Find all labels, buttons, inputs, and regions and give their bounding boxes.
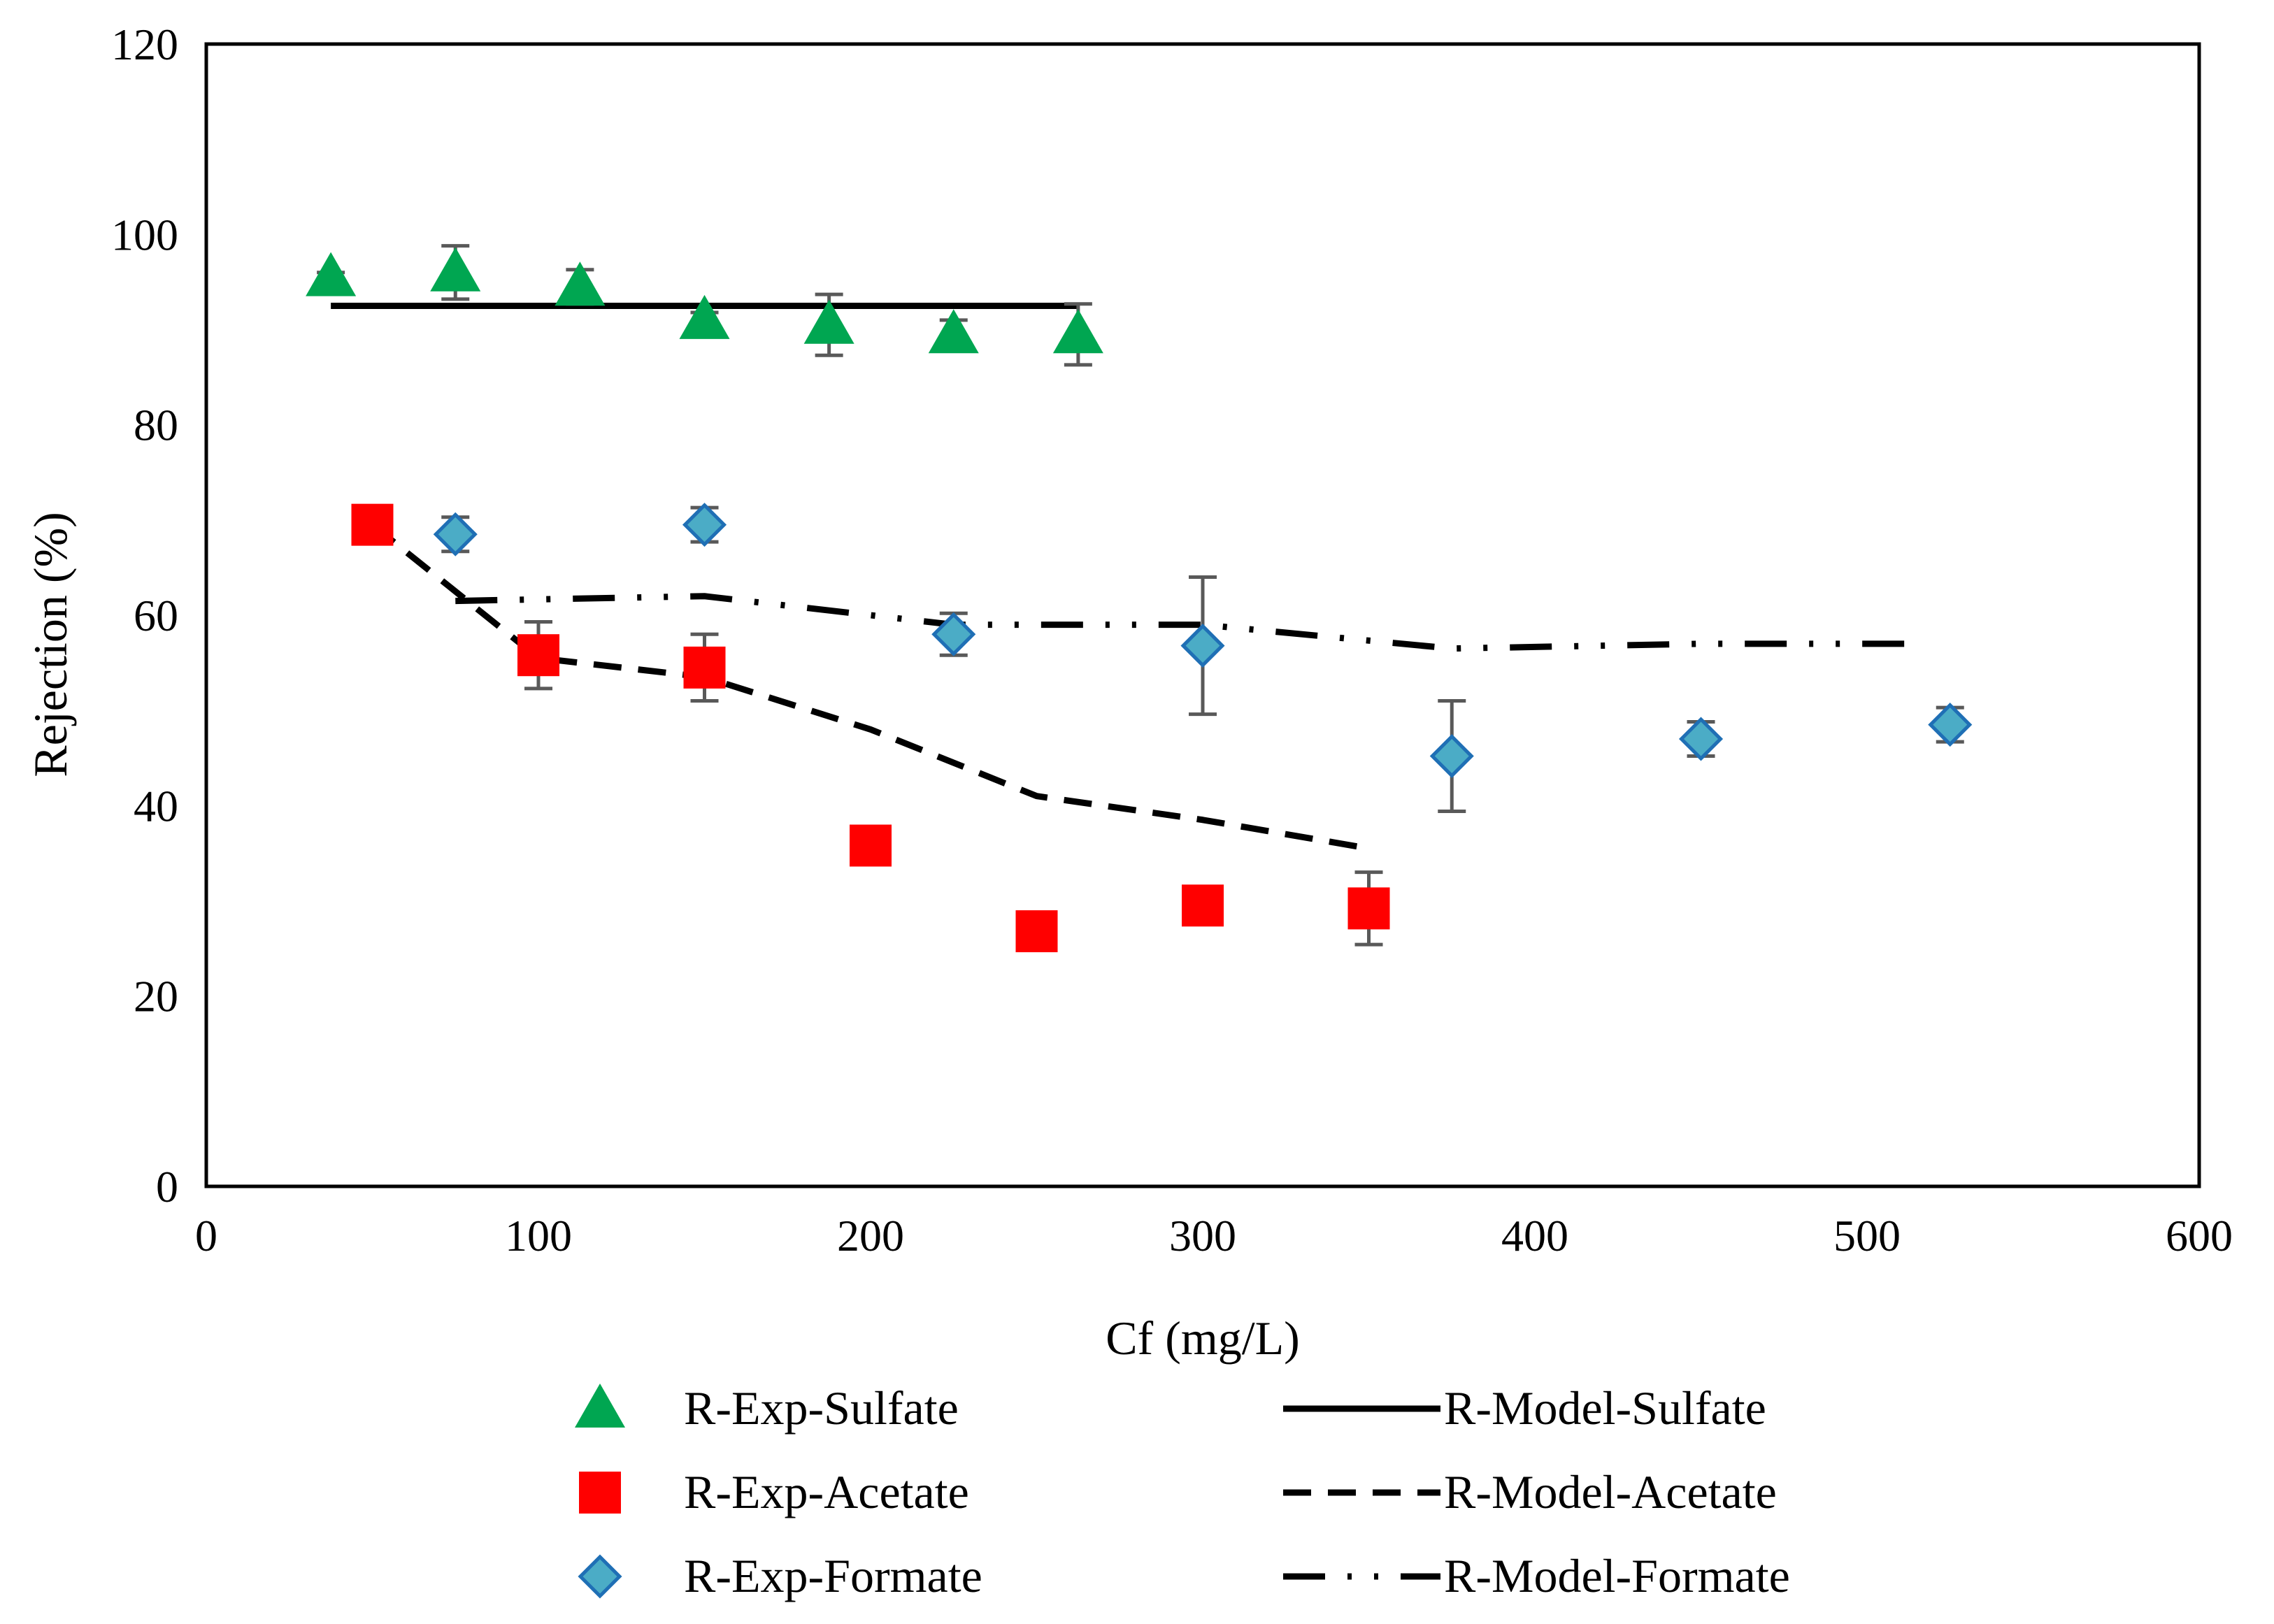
plot-area bbox=[204, 42, 2201, 1188]
data-point-r-exp-formate bbox=[433, 512, 478, 556]
x-tick-label: 600 bbox=[2166, 1211, 2233, 1260]
data-point-r-exp-formate bbox=[931, 612, 976, 656]
data-point-r-exp-acetate bbox=[850, 824, 892, 867]
legend-label-r-model-sulfate: R-Model-Sulfate bbox=[1444, 1381, 1766, 1435]
data-point-r-exp-sulfate bbox=[1052, 309, 1103, 354]
data-point-r-exp-formate bbox=[1678, 717, 1724, 761]
legend-label-r-model-acetate: R-Model-Acetate bbox=[1444, 1465, 1777, 1518]
series-line-r-model-formate bbox=[455, 593, 1924, 652]
y-tick-label: 20 bbox=[134, 972, 178, 1021]
data-point-r-exp-formate bbox=[1928, 703, 1973, 747]
x-tick-label: 500 bbox=[1833, 1211, 1901, 1260]
data-point-r-exp-sulfate bbox=[928, 309, 979, 354]
data-point-r-exp-acetate bbox=[517, 634, 559, 677]
legend-label-r-exp-sulfate: R-Exp-Sulfate bbox=[684, 1381, 959, 1435]
x-tick-label: 100 bbox=[505, 1211, 572, 1260]
data-point-r-exp-sulfate bbox=[555, 261, 606, 306]
y-axis-title: Rejection (%) bbox=[24, 512, 77, 777]
y-tick-label: 40 bbox=[134, 781, 178, 831]
y-tick-label: 80 bbox=[134, 401, 178, 450]
x-axis-title: Cf (mg/L) bbox=[1106, 1312, 1300, 1365]
legend-label-r-model-formate: R-Model-Formate bbox=[1444, 1549, 1790, 1602]
legend-marker-r-exp-sulfate bbox=[575, 1384, 625, 1428]
data-point-r-exp-formate bbox=[1180, 624, 1225, 668]
data-point-r-exp-sulfate bbox=[306, 252, 357, 296]
legend-marker-r-exp-formate bbox=[578, 1554, 622, 1599]
data-point-r-exp-acetate bbox=[1182, 884, 1224, 927]
data-point-r-exp-formate bbox=[1429, 733, 1474, 779]
legend-marker-r-exp-acetate bbox=[579, 1472, 621, 1514]
data-point-r-exp-acetate bbox=[1015, 910, 1058, 953]
y-tick-label: 60 bbox=[134, 591, 178, 640]
y-tick-label: 120 bbox=[111, 20, 178, 69]
y-tick-label: 0 bbox=[156, 1162, 178, 1212]
x-tick-label: 200 bbox=[837, 1211, 904, 1260]
y-axis-ticks: 0 20 40 60 80 100 120 bbox=[111, 20, 178, 1212]
plot-frame bbox=[204, 42, 2201, 1188]
data-point-r-exp-sulfate bbox=[803, 299, 854, 344]
data-point-r-exp-acetate bbox=[1347, 887, 1390, 930]
data-point-r-exp-sulfate bbox=[679, 294, 730, 339]
data-point-r-exp-sulfate bbox=[430, 247, 481, 292]
x-tick-label: 400 bbox=[1501, 1211, 1568, 1260]
legend-label-r-exp-formate: R-Exp-Formate bbox=[684, 1549, 982, 1602]
x-axis-ticks: 0 100 200 300 400 500 600 bbox=[195, 1211, 2233, 1260]
legend: R-Exp-Sulfate R-Exp-Acetate R-Exp-Formate R… bbox=[575, 1381, 1790, 1602]
x-tick-label: 0 bbox=[195, 1211, 217, 1260]
data-point-r-exp-acetate bbox=[351, 503, 394, 546]
y-tick-label: 100 bbox=[111, 210, 178, 259]
legend-label-r-exp-acetate: R-Exp-Acetate bbox=[684, 1465, 969, 1518]
series-line-r-model-acetate bbox=[370, 522, 1370, 852]
data-point-r-exp-formate bbox=[682, 503, 727, 547]
data-point-r-exp-acetate bbox=[683, 646, 726, 689]
x-tick-label: 300 bbox=[1169, 1211, 1236, 1260]
